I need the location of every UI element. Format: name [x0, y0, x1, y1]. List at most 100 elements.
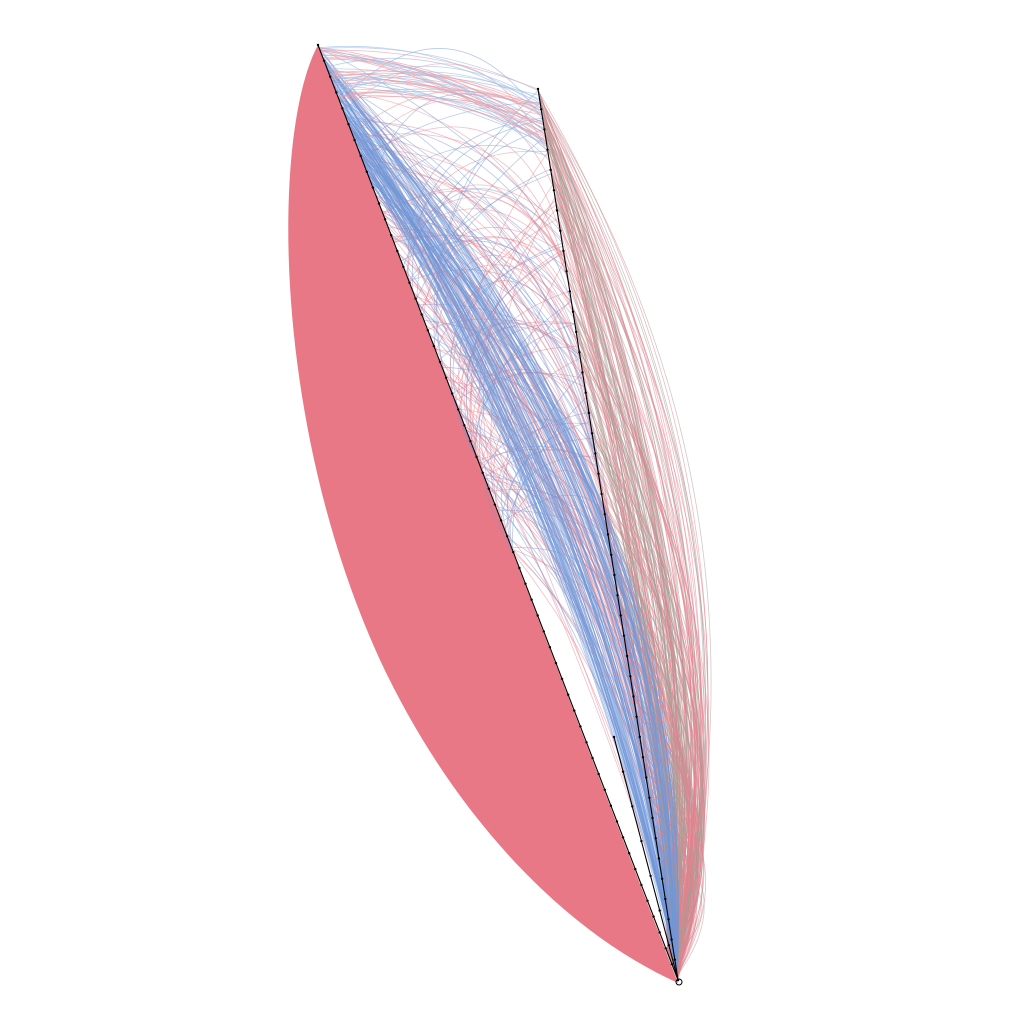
- node-a: [652, 915, 655, 918]
- edge-a-c-long: [327, 70, 674, 946]
- edge-a-b: [353, 133, 570, 287]
- edge-b-c: [537, 88, 681, 973]
- edge-a-c-long: [369, 179, 677, 958]
- edge-a-c-long: [370, 180, 679, 962]
- node-a: [432, 344, 436, 348]
- node-b: [578, 351, 581, 354]
- node-b: [654, 837, 657, 840]
- node-a: [530, 598, 533, 601]
- edge-a-b: [433, 254, 572, 346]
- node-b: [673, 958, 676, 961]
- node-a: [548, 646, 552, 649]
- edge-a-b-top: [332, 79, 547, 143]
- node-a: [646, 899, 649, 902]
- edge-b-c: [552, 183, 702, 963]
- node-b: [581, 371, 584, 374]
- node-b: [629, 675, 632, 678]
- node-a: [670, 963, 674, 966]
- dense-edge-region-a-c: [288, 45, 678, 983]
- node-b: [657, 857, 661, 860]
- node-b: [645, 776, 648, 779]
- edge-a-c-long: [357, 148, 673, 946]
- node-a: [506, 535, 509, 538]
- dense-edge-fill: [288, 45, 678, 983]
- node-b: [635, 715, 638, 718]
- node-b: [638, 735, 641, 739]
- edge-a-b-top: [332, 82, 542, 109]
- node-c: [631, 805, 634, 808]
- node-b: [664, 897, 667, 901]
- edge-a-b: [360, 155, 574, 313]
- node-a: [365, 170, 368, 173]
- edge-a-c-long: [322, 57, 673, 946]
- node-b: [632, 695, 635, 698]
- edge-a-b-top: [335, 71, 541, 104]
- node-a: [554, 661, 558, 665]
- node-b: [651, 816, 654, 820]
- edge-a-c-long: [361, 157, 676, 962]
- node-b: [562, 249, 565, 253]
- edge-b-c: [565, 266, 688, 958]
- edge-b-c: [539, 97, 712, 971]
- node-b: [610, 553, 613, 556]
- node-a: [609, 804, 613, 807]
- node-a: [664, 947, 667, 950]
- node-b: [625, 654, 629, 658]
- node-a: [335, 91, 338, 94]
- edge-a-b-top: [333, 84, 546, 138]
- node-b: [590, 432, 594, 435]
- edge-a-b: [470, 290, 570, 463]
- node-a: [542, 630, 545, 633]
- edge-a-b: [493, 357, 581, 546]
- node-b: [584, 391, 587, 394]
- edge-a-c-long: [361, 159, 674, 948]
- node-a: [536, 614, 539, 617]
- node-a: [615, 820, 619, 823]
- node-a: [634, 867, 637, 871]
- edge-layer: [317, 44, 712, 980]
- node-b: [670, 938, 673, 941]
- node-a: [396, 249, 399, 253]
- node-a: [457, 408, 460, 411]
- node-c: [667, 944, 671, 947]
- edge-a-c-long: [326, 67, 678, 974]
- node-b: [660, 877, 664, 880]
- node-a: [322, 59, 326, 62]
- node-a: [444, 376, 448, 379]
- node-a: [402, 265, 405, 269]
- edge-a-b: [346, 118, 593, 436]
- edge-a-b-top: [337, 88, 541, 105]
- edge-a-b-top: [329, 74, 545, 129]
- edge-a-b: [331, 79, 602, 489]
- node-b: [622, 634, 626, 637]
- node-b: [587, 411, 591, 415]
- edge-a-c-long: [322, 56, 677, 968]
- edge-a-c-long: [326, 66, 677, 967]
- node-b: [641, 756, 645, 759]
- node-b: [648, 796, 651, 799]
- edge-a-b-top: [327, 70, 546, 137]
- node-a: [438, 360, 442, 364]
- node-a: [481, 471, 484, 475]
- node-a: [341, 107, 344, 110]
- edge-a-b-top: [329, 75, 547, 145]
- edge-b-c: [541, 114, 692, 956]
- node-b: [549, 168, 552, 172]
- node-a: [640, 883, 643, 887]
- edge-a-b-top: [329, 75, 548, 147]
- node-a: [420, 313, 423, 316]
- node-a: [579, 725, 582, 728]
- node-a: [560, 677, 564, 681]
- node-b: [555, 209, 559, 212]
- edge-b-c: [538, 96, 706, 976]
- node-a: [377, 202, 381, 205]
- node-a: [390, 234, 393, 237]
- edge-a-b-top: [320, 49, 539, 90]
- node-a: [475, 455, 478, 459]
- node-a: [371, 186, 375, 189]
- node-a: [518, 566, 521, 570]
- edge-a-b: [452, 242, 563, 464]
- node-b: [619, 614, 622, 617]
- node-a: [493, 503, 497, 506]
- edge-b-c: [605, 520, 703, 960]
